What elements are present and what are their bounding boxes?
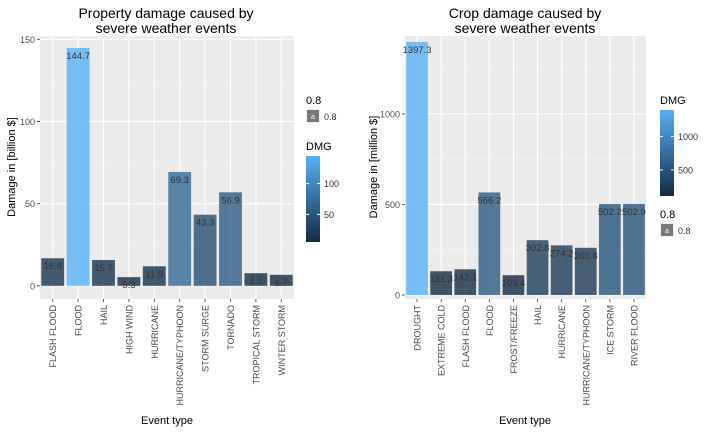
bar [454, 269, 477, 296]
bar-value-label: 11.9 [145, 269, 163, 280]
bar [430, 271, 452, 296]
fill-legend-colorbar [306, 156, 320, 242]
y-axis-label: Damage in [billion $] [6, 117, 18, 217]
bar [574, 247, 597, 296]
x-axis-label: Event type [499, 415, 551, 427]
bar [92, 260, 115, 286]
fill-legend-title: DMG [306, 141, 332, 153]
x-axis-label: Event type [141, 415, 193, 427]
colorbar-tick-label: 1000 [678, 132, 698, 142]
alpha-legend-swatch [661, 224, 673, 236]
y-tick-label: 1000 [380, 109, 400, 119]
bar-value-label: 6.7 [275, 278, 288, 289]
colorbar-tick-label: 50 [324, 210, 334, 220]
bar [66, 47, 90, 286]
bar-value-label: 15.7 [94, 263, 113, 274]
bar [219, 192, 242, 286]
chart-title-line-1: Crop damage caused by [449, 5, 602, 21]
x-tick-label: ICE STORM [605, 305, 615, 355]
bar-value-label: 43.3 [196, 218, 215, 229]
y-tick-label: 0 [395, 291, 400, 301]
alpha-legend-title: 0.8 [660, 209, 675, 221]
bar [117, 277, 141, 286]
bar [269, 274, 293, 286]
property-damage-chart: Property damage caused by severe weather… [6, 5, 339, 427]
x-tick-label: FLOOD [485, 305, 495, 337]
bar [244, 273, 268, 286]
x-tick-label: HURRICANE [150, 305, 160, 359]
x-tick-label: TORNADO [226, 305, 236, 350]
colorbar-tick-label: 500 [678, 165, 693, 175]
bar [41, 258, 65, 286]
bar-value-label: 274.2 [550, 248, 574, 259]
y-axis-label: Damage in [million $] [368, 116, 380, 219]
bar-value-label: 69.3 [170, 175, 189, 186]
alpha-legend-key-glyph: a [665, 228, 669, 235]
x-tick-label: HAIL [99, 305, 109, 325]
crop-damage-chart: Crop damage caused by severe weather eve… [368, 5, 698, 427]
chart-title-line-2: severe weather events [96, 20, 237, 36]
alpha-legend-title: 0.8 [306, 95, 321, 107]
fill-legend-colorbar [660, 110, 674, 196]
bar-value-label: 1397.3 [403, 45, 432, 56]
chart-title-line-2: severe weather events [455, 20, 596, 36]
bar [478, 192, 501, 296]
bar-value-label: 302.8 [526, 243, 550, 254]
chart-title-line-1: Property damage caused by [78, 5, 253, 21]
x-tick-label: HURRICANE/TYPHOON [581, 305, 591, 406]
x-tick-label: FROST/FREEZE [509, 305, 519, 374]
bar [526, 240, 549, 296]
x-tick-label: FLOOD [74, 305, 84, 337]
x-tick-label: RIVER FLOOD [629, 305, 639, 367]
alpha-legend-swatch [307, 110, 319, 122]
colorbar-tick-label: 100 [324, 179, 339, 189]
alpha-legend-label: 0.8 [324, 112, 337, 122]
bar-value-label: 109.4 [502, 278, 526, 289]
y-tick-label: 0 [30, 281, 35, 291]
bar-value-label: 56.9 [221, 195, 240, 206]
alpha-legend-key-glyph: a [311, 114, 315, 121]
bar [599, 204, 621, 296]
bar-value-label: 7.7 [249, 276, 262, 287]
x-tick-label: DROUGHT [413, 305, 423, 351]
x-tick-label: HURRICANE [557, 305, 567, 359]
bar-value-label: 502.9 [622, 207, 646, 218]
y-tick-label: 150 [20, 35, 35, 45]
bar [550, 245, 573, 296]
bar-value-label: 566.2 [477, 195, 501, 206]
x-tick-label: FLASH FLOOD [461, 305, 471, 368]
bar [168, 171, 192, 286]
x-tick-label: HAIL [533, 305, 543, 325]
bar [502, 275, 525, 296]
bar-value-label: 502.2 [598, 207, 622, 218]
x-tick-label: HURRICANE/TYPHOON [175, 305, 185, 406]
fill-legend-title: DMG [660, 95, 686, 107]
bar-value-label: 16.8 [43, 261, 62, 272]
bar [193, 214, 217, 286]
x-tick-label: TROPICAL STORM [251, 305, 261, 385]
x-tick-label: HIGH WIND [124, 305, 134, 354]
alpha-legend-label: 0.8 [678, 226, 691, 236]
bar-value-label: 260.8 [574, 251, 598, 262]
bar [623, 203, 645, 296]
bar [406, 41, 428, 296]
x-tick-label: WINTER STORM [277, 305, 287, 375]
y-tick-label: 50 [25, 199, 35, 209]
y-tick-label: 100 [20, 117, 35, 127]
bar-value-label: 142.1 [453, 272, 477, 283]
bar-value-label: 5.3 [122, 280, 135, 291]
x-tick-label: FLASH FLOOD [48, 305, 58, 368]
x-tick-label: STORM SURGE [201, 305, 211, 372]
x-tick-label: EXTREME COLD [437, 305, 447, 377]
bar [142, 266, 166, 286]
bar-value-label: 144.7 [66, 51, 90, 62]
y-tick-label: 500 [385, 200, 400, 210]
bar-value-label: 131.3 [429, 274, 453, 285]
